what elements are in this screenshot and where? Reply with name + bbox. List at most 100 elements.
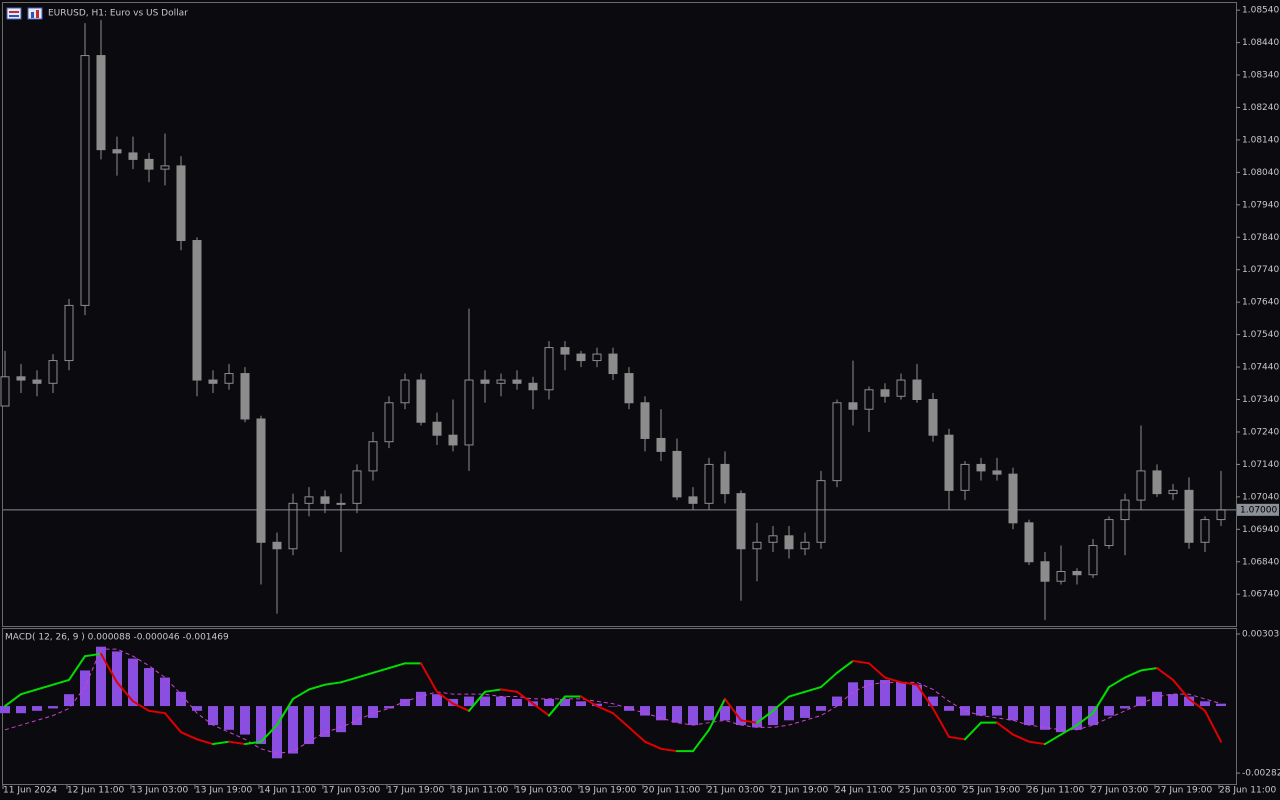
macd-line-segment [84,652,102,658]
macd-line-segment [340,676,358,684]
histogram-bar [80,670,90,707]
candle-body [416,379,426,423]
macd-line-segment [1092,686,1110,715]
histogram-bar [48,706,58,709]
macd-line-segment [228,740,246,746]
histogram-bar [224,706,234,730]
histogram-bar [432,694,442,707]
macd-line-segment [180,731,198,741]
candle-body [960,463,970,491]
candle-body [944,434,954,491]
candle-body [160,165,170,170]
histogram-bar [320,706,330,737]
macd-line-segment [68,655,86,681]
candle-body [496,379,506,384]
histogram-bar [400,698,410,707]
x-tick-label: 27 Jun 19:00 [1155,786,1212,796]
candle-body [976,463,986,472]
candle-body [880,389,890,397]
candle-body [848,402,858,410]
macd-line-segment [324,681,342,686]
macd-line-segment [500,688,518,693]
macd-line-segment [260,724,278,743]
toolbar-icons[interactable] [6,7,43,20]
candle-body [1072,570,1082,576]
histogram-bar [256,706,266,745]
histogram-bar [1120,706,1130,709]
candle-body [656,437,666,452]
candle-body [464,379,474,446]
macd-line-segment [852,659,870,665]
macd-line-segment [772,695,790,712]
macd-line-segment [724,697,742,722]
x-tick-label: 21 Jun 19:00 [771,786,828,796]
candle-body [720,463,730,495]
candle-body [1168,489,1178,495]
histogram-bar [880,679,890,707]
macd-line-segment [1156,667,1174,681]
histogram-bar [928,696,938,707]
histogram-bar [464,696,474,707]
candle-body [144,158,154,170]
macd-line-segment [804,686,822,693]
macd-line-segment [548,695,566,717]
macd-line-segment [244,740,262,746]
macd-line-segment [116,681,134,703]
candle-body [704,463,714,504]
histogram-bar [496,696,506,707]
candle-body [832,402,842,482]
histogram-bar [864,679,874,707]
x-tick-label: 17 Jun 03:00 [323,786,380,796]
icon-list[interactable] [6,7,22,20]
histogram-bar [848,682,858,707]
macd-line-segment [868,662,886,679]
histogram-bar [752,706,762,728]
macd-line-segment [644,740,662,750]
histogram-bar [208,706,218,726]
x-tick-label: 25 Jun 19:00 [963,786,1020,796]
y-tick-label: 1.08540 [1242,6,1279,16]
candle-body [192,240,202,381]
candle-body [512,379,522,384]
icon-bar [9,15,19,17]
macd-line-segment [1140,667,1158,672]
candle-body [544,347,554,391]
icon-bar [36,10,39,18]
macd-line-segment [1172,678,1190,700]
histogram-bar [112,651,122,707]
candle-body [736,493,746,550]
y-tick-label: 1.06740 [1242,590,1279,600]
x-tick-label: 17 Jun 19:00 [387,786,444,796]
y-tick-label: 1.07840 [1242,233,1279,243]
histogram-bar [672,706,682,723]
macd-line-segment [964,721,982,741]
macd-line-segment [20,688,38,696]
macd-line-segment [132,700,150,712]
y-tick-label: 1.07640 [1242,298,1279,308]
histogram-bar [640,706,650,716]
x-tick-label: 24 Jun 11:00 [835,786,892,796]
macd-line-segment [164,712,182,734]
histogram-bar [544,698,554,707]
y-tick-label: 1.07440 [1242,363,1279,373]
histogram-bar [784,706,794,721]
x-tick-label: 27 Jun 03:00 [1091,786,1148,796]
histogram-bar [1152,691,1162,707]
macd-line-segment [484,688,502,693]
histogram-bar [608,706,618,707]
macd-line-segment [1044,733,1062,746]
histogram-bar [944,706,954,711]
histogram-bar [240,706,250,735]
histogram-bar [592,703,602,707]
candle-body [752,541,762,550]
histogram-bar [816,706,826,711]
candle-body [928,399,938,436]
indicator-title: MACD( 12, 26, 9 ) 0.000088 -0.000046 -0.… [5,633,229,643]
x-tick-label: 25 Jun 03:00 [899,786,956,796]
macd-line-segment [596,705,614,715]
icon-chart[interactable] [27,7,43,20]
price-tag [1237,503,1279,516]
